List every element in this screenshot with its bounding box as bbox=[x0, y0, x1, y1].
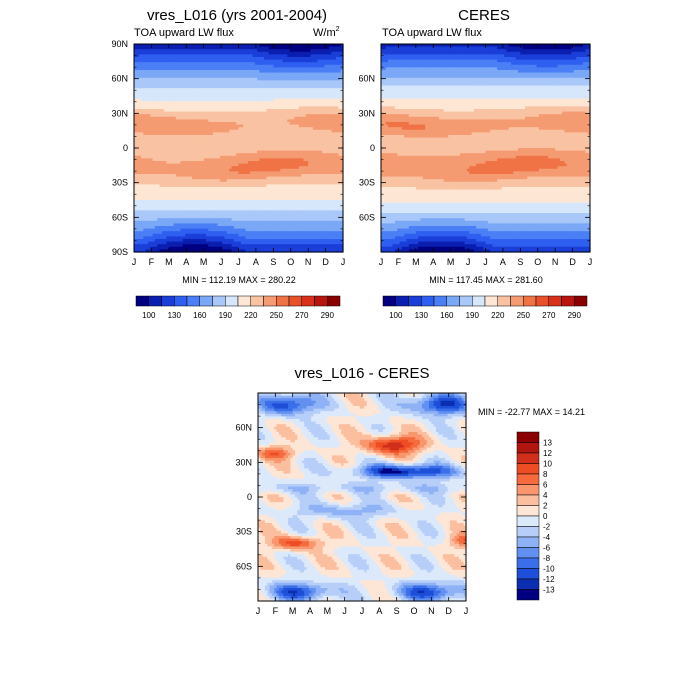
figure-canvas: vres_L016 (yrs 2001-2004) TOA upward LW … bbox=[0, 0, 700, 700]
model-panel: vres_L016 (yrs 2001-2004) TOA upward LW … bbox=[111, 7, 345, 320]
units-superscript: 2 bbox=[336, 26, 340, 33]
model-units-label: W/m2 bbox=[313, 26, 340, 39]
units-text: W/m bbox=[313, 27, 336, 39]
model-variable-label: TOA upward LW flux bbox=[134, 27, 234, 39]
model-title: vres_L016 (yrs 2001-2004) bbox=[147, 7, 327, 24]
model-field bbox=[134, 44, 344, 253]
